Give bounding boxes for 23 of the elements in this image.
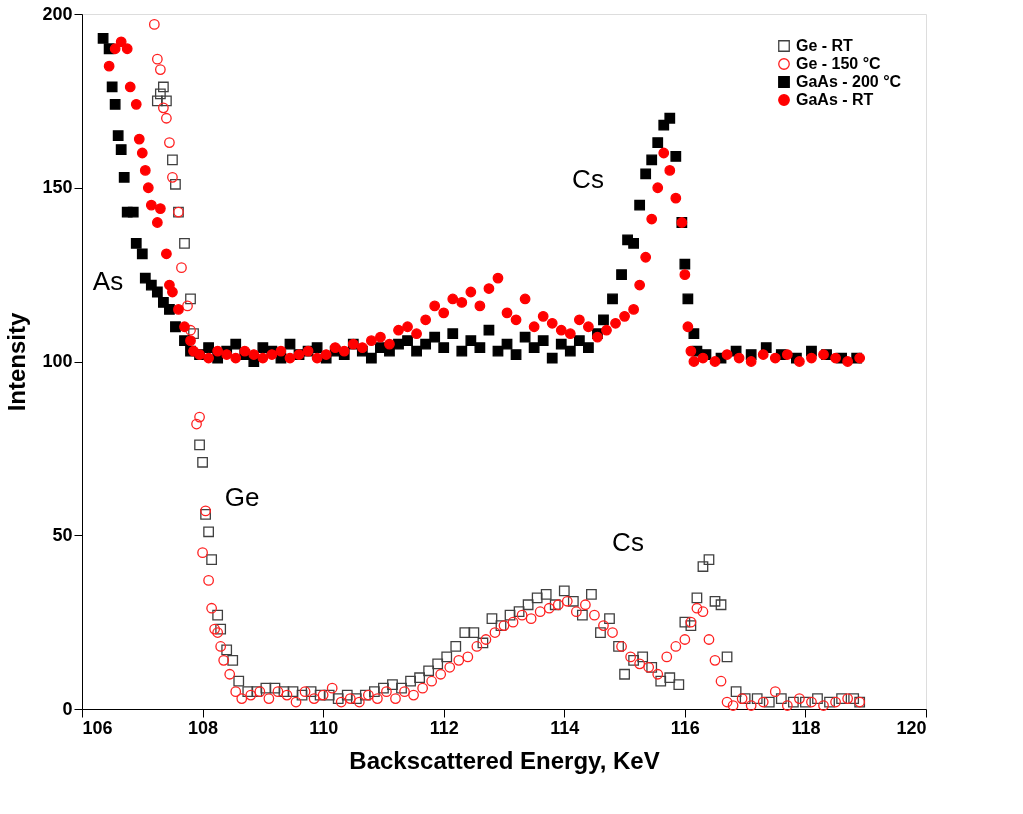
- annotation: Cs: [572, 164, 604, 194]
- y-tick-label: 100: [42, 351, 73, 371]
- x-tick-label: 114: [550, 717, 580, 738]
- y-tick-label: 0: [62, 698, 73, 719]
- x-tick-label: 112: [429, 717, 459, 738]
- x-tick-label: 108: [188, 717, 219, 738]
- y-axis-title: Intensity: [3, 312, 31, 412]
- y-tick-label: 50: [52, 524, 73, 545]
- x-axis-title: Backscattered Energy, KeV: [349, 746, 660, 774]
- legend-label: Ge - 150 °C: [796, 55, 882, 72]
- x-tick-label: 118: [791, 717, 821, 738]
- x-tick-label: 110: [309, 717, 339, 738]
- x-tick-label: 120: [896, 717, 927, 738]
- legend-label: GaAs - 200 °C: [796, 73, 902, 90]
- x-tick-label: 116: [670, 717, 700, 738]
- annotation: Ge: [224, 482, 260, 512]
- legend-label: GaAs - RT: [796, 91, 874, 108]
- annotation: Cs: [612, 527, 644, 557]
- legend-label: Ge - RT: [796, 37, 854, 54]
- y-tick-label: 200: [42, 3, 73, 24]
- y-tick-label: 150: [42, 177, 73, 198]
- annotation: As: [92, 266, 124, 296]
- x-tick-label: 106: [82, 717, 113, 738]
